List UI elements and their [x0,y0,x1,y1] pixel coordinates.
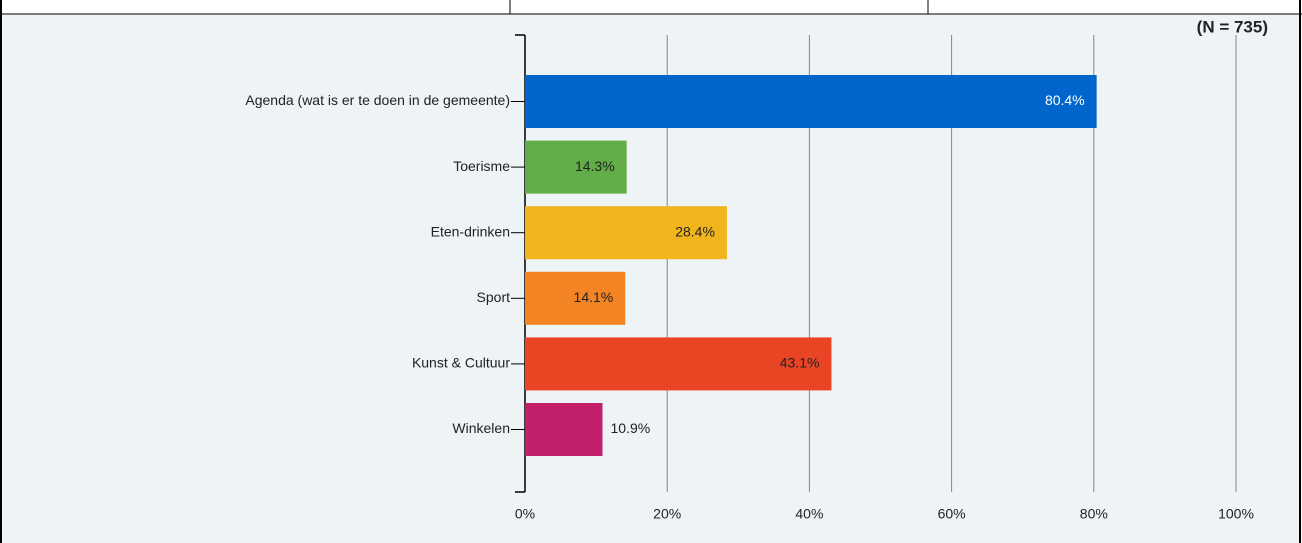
bar [525,337,832,391]
y-tick-label: Agenda (wat is er te doen in de gemeente… [245,92,510,108]
bar [525,75,1097,128]
bar [525,140,627,194]
x-tick-label: 60% [938,506,966,522]
y-tick-label: Toerisme [453,158,510,174]
value-label: 14.1% [574,289,614,305]
y-tick-label: Sport [477,289,511,305]
value-label: 80.4% [1045,92,1085,108]
x-tick-label: 80% [1080,506,1108,522]
y-tick-label: Winkelen [452,420,510,436]
x-tick-label: 40% [795,506,823,522]
x-tick-label: 100% [1218,506,1254,522]
sample-size-note: (N = 735) [1197,17,1268,36]
x-tick-label: 0% [515,506,535,522]
bar [525,206,727,260]
x-tick-label: 20% [653,506,681,522]
bar [525,271,626,325]
y-tick-label: Eten-drinken [431,223,510,239]
bar [525,403,603,456]
value-label: 10.9% [610,420,650,436]
value-label: 43.1% [780,355,820,371]
value-label: 14.3% [575,158,615,174]
value-label: 28.4% [675,223,715,239]
y-tick-label: Kunst & Cultuur [412,355,510,371]
